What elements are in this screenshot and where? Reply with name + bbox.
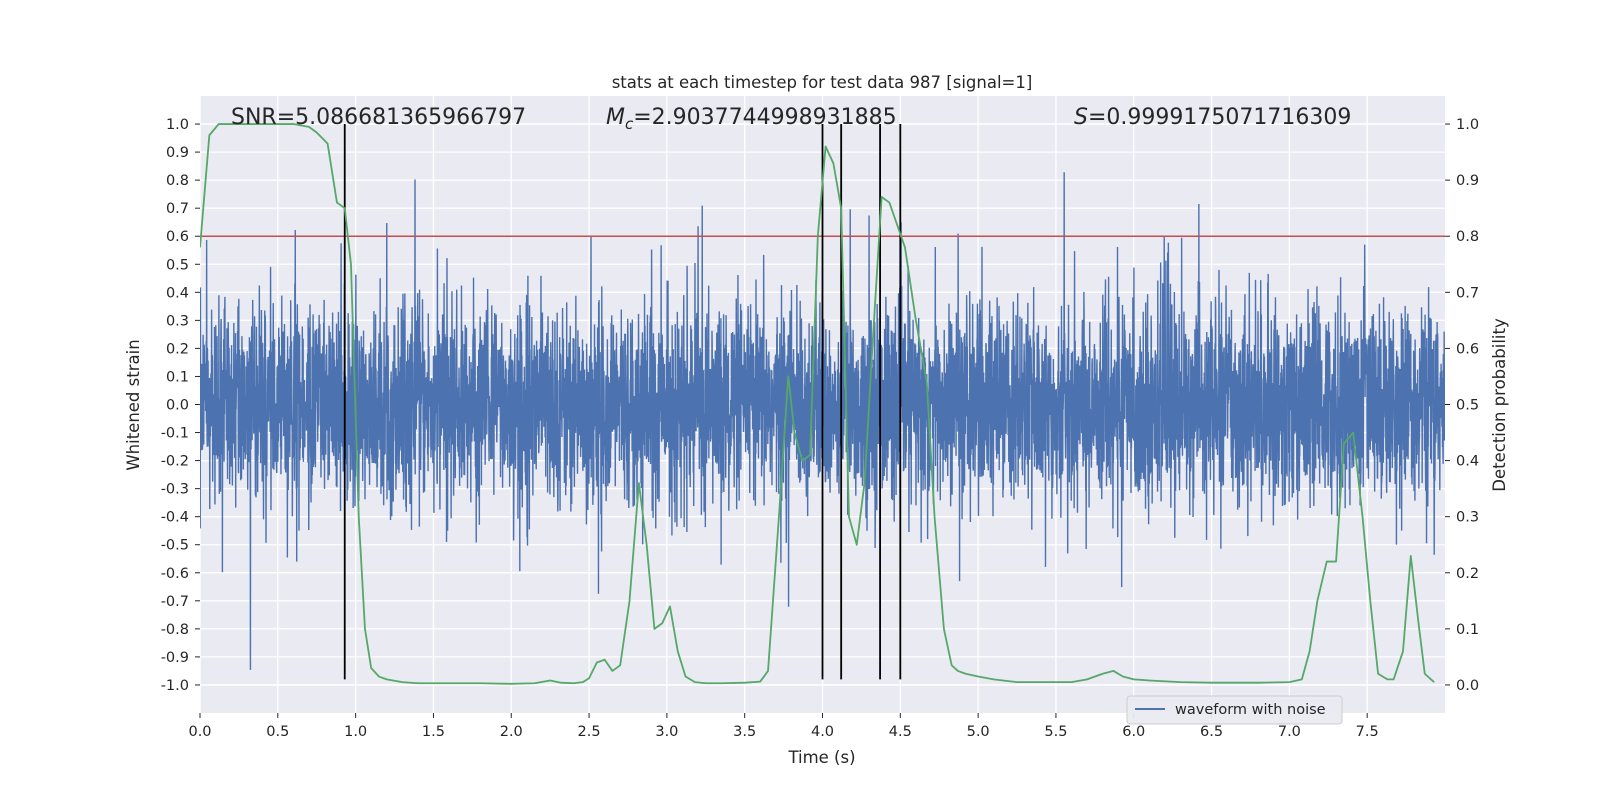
x-axis-label: Time (s) [787,748,855,767]
y-right-tick-label: 0.6 [1456,341,1479,357]
y-left-tick-label: 0.5 [166,257,189,273]
x-axis-ticks: 0.0 0.5 1.0 1.5 2.0 2.5 3.0 3.5 4.0 4.5 5.0 5.5 6.0 6… [188,713,1379,740]
y-right-tick-label: 0.7 [1456,285,1479,301]
y-axis-left-label: Whitened strain [124,339,143,470]
y-left-tick-label: 0.1 [166,369,189,385]
x-tick-label: 4.5 [889,724,912,740]
y-right-tick-label: 0.3 [1456,510,1479,526]
x-tick-label: 7.0 [1278,724,1301,740]
y-left-tick-label: 0.7 [166,201,189,217]
chart-title: stats at each timestep for test data 987… [612,73,1033,92]
y-left-tick-label: -0.2 [161,454,189,470]
x-tick-label: 4.0 [811,724,834,740]
y-left-tick-label: 0.8 [166,173,189,189]
x-tick-label: 3.5 [733,724,756,740]
chirp-mass-subscript: c [625,115,634,133]
y-right-tick-label: 0.8 [1456,229,1479,245]
probability-line [200,123,1435,685]
y-left-tick-label: 0.4 [166,285,189,301]
x-tick-label: 2.5 [578,724,601,740]
x-tick-label: 1.5 [422,724,445,740]
y-left-tick-label: 1.0 [166,117,189,133]
s-value: =0.9999175071716309 [1088,105,1351,130]
x-tick-label: 0.0 [188,724,211,740]
y-right-tick-label: 0.1 [1456,622,1479,638]
x-tick-label: 7.5 [1356,724,1379,740]
y-axis-right-ticks: 0.0 0.1 0.2 0.3 0.4 0.5 0.6 0.7 0.8 0.9 1.0 [1445,117,1479,694]
x-tick-label: 5.0 [967,724,990,740]
y-left-tick-label: -0.5 [161,538,189,554]
x-tick-label: 6.0 [1122,724,1145,740]
x-tick-label: 5.5 [1044,724,1067,740]
y-right-tick-label: 0.0 [1456,678,1479,694]
probability-series [200,123,1435,685]
y-right-tick-label: 0.4 [1456,454,1479,470]
legend-entry-waveform: waveform with noise [1175,702,1326,718]
chirp-mass-annotation: Mc=2.9037744998931885 [606,105,897,133]
chirp-mass-symbol: M [606,105,625,130]
y-left-tick-label: -0.8 [161,622,189,638]
chirp-mass-value: =2.9037744998931885 [633,105,896,130]
y-right-tick-label: 0.9 [1456,173,1479,189]
y-axis-left-ticks: -1.0 -0.9 -0.8 -0.7 -0.6 -0.5 -0.4 -0.3 -0.2 -0.1… [161,117,200,694]
y-left-tick-label: 0.6 [166,229,189,245]
y-axis-right-label: Detection probability [1490,318,1509,492]
y-left-tick-label: -0.6 [161,566,189,582]
y-left-tick-label: -0.9 [161,650,189,666]
x-tick-label: 0.5 [266,724,289,740]
y-left-tick-label: -0.4 [161,510,189,526]
x-tick-label: 2.0 [500,724,523,740]
y-left-tick-label: 0.3 [166,313,189,329]
s-annotation: S=0.9999175071716309 [1074,105,1351,130]
y-left-tick-label: 0.9 [166,145,189,161]
s-symbol: S [1074,105,1088,130]
x-tick-label: 6.5 [1200,724,1223,740]
x-tick-label: 3.0 [655,724,678,740]
y-left-tick-label: 0.2 [166,341,189,357]
y-left-tick-label: -0.7 [161,594,189,610]
legend-box [1126,695,1343,725]
x-tick-label: 1.0 [344,724,367,740]
y-right-tick-label: 0.5 [1456,398,1479,414]
legend: waveform with noise [1126,695,1343,725]
y-left-tick-label: -0.1 [161,426,189,442]
snr-annotation: SNR=5.086681365966797 [231,105,526,130]
y-right-tick-label: 0.2 [1456,566,1479,582]
y-left-tick-label: -0.3 [161,482,189,498]
y-right-tick-label: 1.0 [1456,117,1479,133]
y-left-tick-label: -1.0 [161,678,189,694]
y-left-tick-label: 0.0 [166,398,189,414]
